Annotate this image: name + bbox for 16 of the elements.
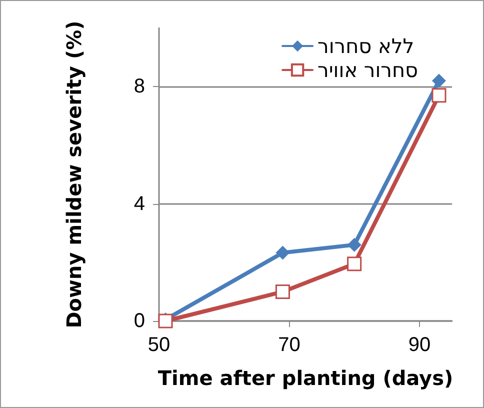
point [432,88,446,103]
x-tick-label: 70 [278,334,300,356]
x-tick-label: 50 [148,334,170,356]
point [432,74,446,88]
y-tick-label: 8 [134,76,145,98]
legend-label: ללא סחרור [318,34,414,58]
point [347,256,362,272]
x-tick-label: 90 [408,334,431,356]
point [275,284,290,299]
y-axis-title: Downy mildew severity (%) [62,20,86,328]
point [276,246,290,260]
y-tick-label: 0 [134,310,145,332]
legend-label: סחרור אוויר [318,58,418,82]
y-tick-label: 4 [134,192,145,215]
point [347,238,362,252]
x-axis-title: Time after planting (days) [158,366,454,390]
